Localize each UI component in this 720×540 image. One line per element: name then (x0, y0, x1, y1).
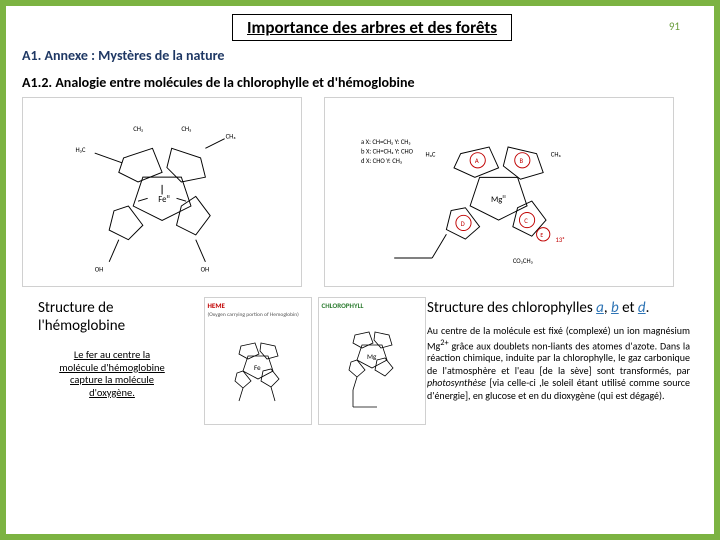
heme-mini-icon: Fe (208, 318, 308, 413)
svg-text:b X: CH=CH₂ Y: CHO: b X: CH=CH₂ Y: CHO (361, 148, 414, 156)
right-column: Mgᴵᴵ A B C D E a X: CH=CH₂ Y: CH₃ b (324, 97, 698, 287)
svg-text:E: E (541, 233, 544, 240)
sep1: , (604, 299, 611, 317)
heme-sublabel: (Oxygen carrying portion of Hemoglobin) (208, 312, 308, 318)
svg-text:A: A (475, 158, 479, 166)
svg-text:OH: OH (95, 266, 104, 274)
svg-text:OH: OH (200, 266, 209, 274)
hemo-caption-line2: l'hémoglobine (38, 317, 125, 335)
slide-title: Importance des arbres et des forêts (232, 14, 512, 41)
lower-row: Structure de l'hémoglobine Le fer au cen… (22, 287, 698, 425)
hemoglobin-molecule-icon: Feᴵᴵ H₃C CH₃ CH₂ CH₃ OH OH (37, 107, 287, 276)
subtitle: A1. Annexe : Mystères de la nature (22, 47, 698, 64)
svg-text:CH₃: CH₃ (551, 151, 561, 159)
lower-left: Structure de l'hémoglobine Le fer au cen… (22, 287, 202, 425)
sep2: et (619, 299, 638, 317)
svg-text:Mg: Mg (367, 352, 377, 361)
hemoglobin-structure-image: Feᴵᴵ H₃C CH₃ CH₂ CH₃ OH OH (22, 97, 302, 287)
svg-text:C: C (525, 217, 529, 225)
link-b[interactable]: b (611, 299, 619, 317)
heme-compare-box: HEME (Oxygen carrying portion of Hemoglo… (204, 297, 312, 425)
svg-text:H₃C: H₃C (75, 147, 85, 155)
svg-text:CO₂CH₃: CO₂CH₃ (513, 257, 533, 265)
hemoglobin-note: Le fer au centre la molécule d'hémoglobi… (22, 349, 202, 399)
svg-text:13²: 13² (556, 236, 565, 244)
svg-text:CH₂: CH₂ (133, 125, 143, 133)
tail: . (646, 299, 650, 317)
svg-text:H₃C: H₃C (426, 151, 436, 159)
svg-text:CH₃: CH₃ (181, 125, 191, 133)
lower-mid: HEME (Oxygen carrying portion of Hemoglo… (202, 287, 427, 425)
svg-text:B: B (520, 158, 524, 166)
hemo-caption-line1: Structure de (38, 299, 114, 317)
svg-text:Feᴵᴵ: Feᴵᴵ (158, 196, 170, 206)
chl-label: CHLOROPHYLL (322, 301, 422, 310)
chlorophyll-compare-box: CHLOROPHYLL Mg (318, 297, 426, 425)
chlorophyll-caption: Structure des chlorophylles a, b et d. (427, 299, 690, 317)
chlorophyll-structure-image: Mgᴵᴵ A B C D E a X: CH=CH₂ Y: CH₃ b (324, 97, 674, 287)
page-number: 91 (669, 20, 680, 33)
chl-mini-icon: Mg (322, 312, 422, 417)
slide-container: 91 Importance des arbres et des forêts A… (6, 6, 714, 534)
svg-text:a X: CH=CH₂ Y: CH₃: a X: CH=CH₂ Y: CH₃ (361, 139, 411, 147)
chl-caption-prefix: Structure des chlorophylles (427, 299, 596, 317)
content-row: Feᴵᴵ H₃C CH₃ CH₂ CH₃ OH OH (22, 97, 698, 287)
hemo-note-4: d'oxygène. (89, 386, 135, 399)
hemo-note-3: capture la molécule (70, 373, 154, 386)
lower-right: Structure des chlorophylles a, b et d. A… (427, 287, 698, 425)
svg-text:D: D (461, 220, 465, 228)
svg-text:Mgᴵᴵ: Mgᴵᴵ (491, 195, 506, 205)
link-a[interactable]: a (596, 299, 604, 317)
link-d[interactable]: d (638, 299, 646, 317)
heme-label: HEME (208, 301, 308, 310)
svg-text:Fe: Fe (254, 363, 261, 372)
svg-text:CH₃: CH₃ (226, 133, 236, 141)
svg-text:d X: CHO Y: CH₃: d X: CHO Y: CH₃ (361, 158, 402, 166)
body-paragraph: Au centre de la molécule est fixé (compl… (427, 325, 690, 402)
section-heading: A1.2. Analogie entre molécules de la chl… (22, 74, 698, 91)
hemo-note-1: Le fer au centre la (74, 348, 150, 361)
chlorophyll-molecule-icon: Mgᴵᴵ A B C D E a X: CH=CH₂ Y: CH₃ b (342, 107, 655, 276)
comparison-row: HEME (Oxygen carrying portion of Hemoglo… (202, 297, 427, 425)
hemo-note-2: molécule d'hémoglobine (59, 361, 165, 374)
hemoglobin-caption: Structure de l'hémoglobine (22, 299, 202, 335)
left-column: Feᴵᴵ H₃C CH₃ CH₂ CH₃ OH OH (22, 97, 312, 287)
